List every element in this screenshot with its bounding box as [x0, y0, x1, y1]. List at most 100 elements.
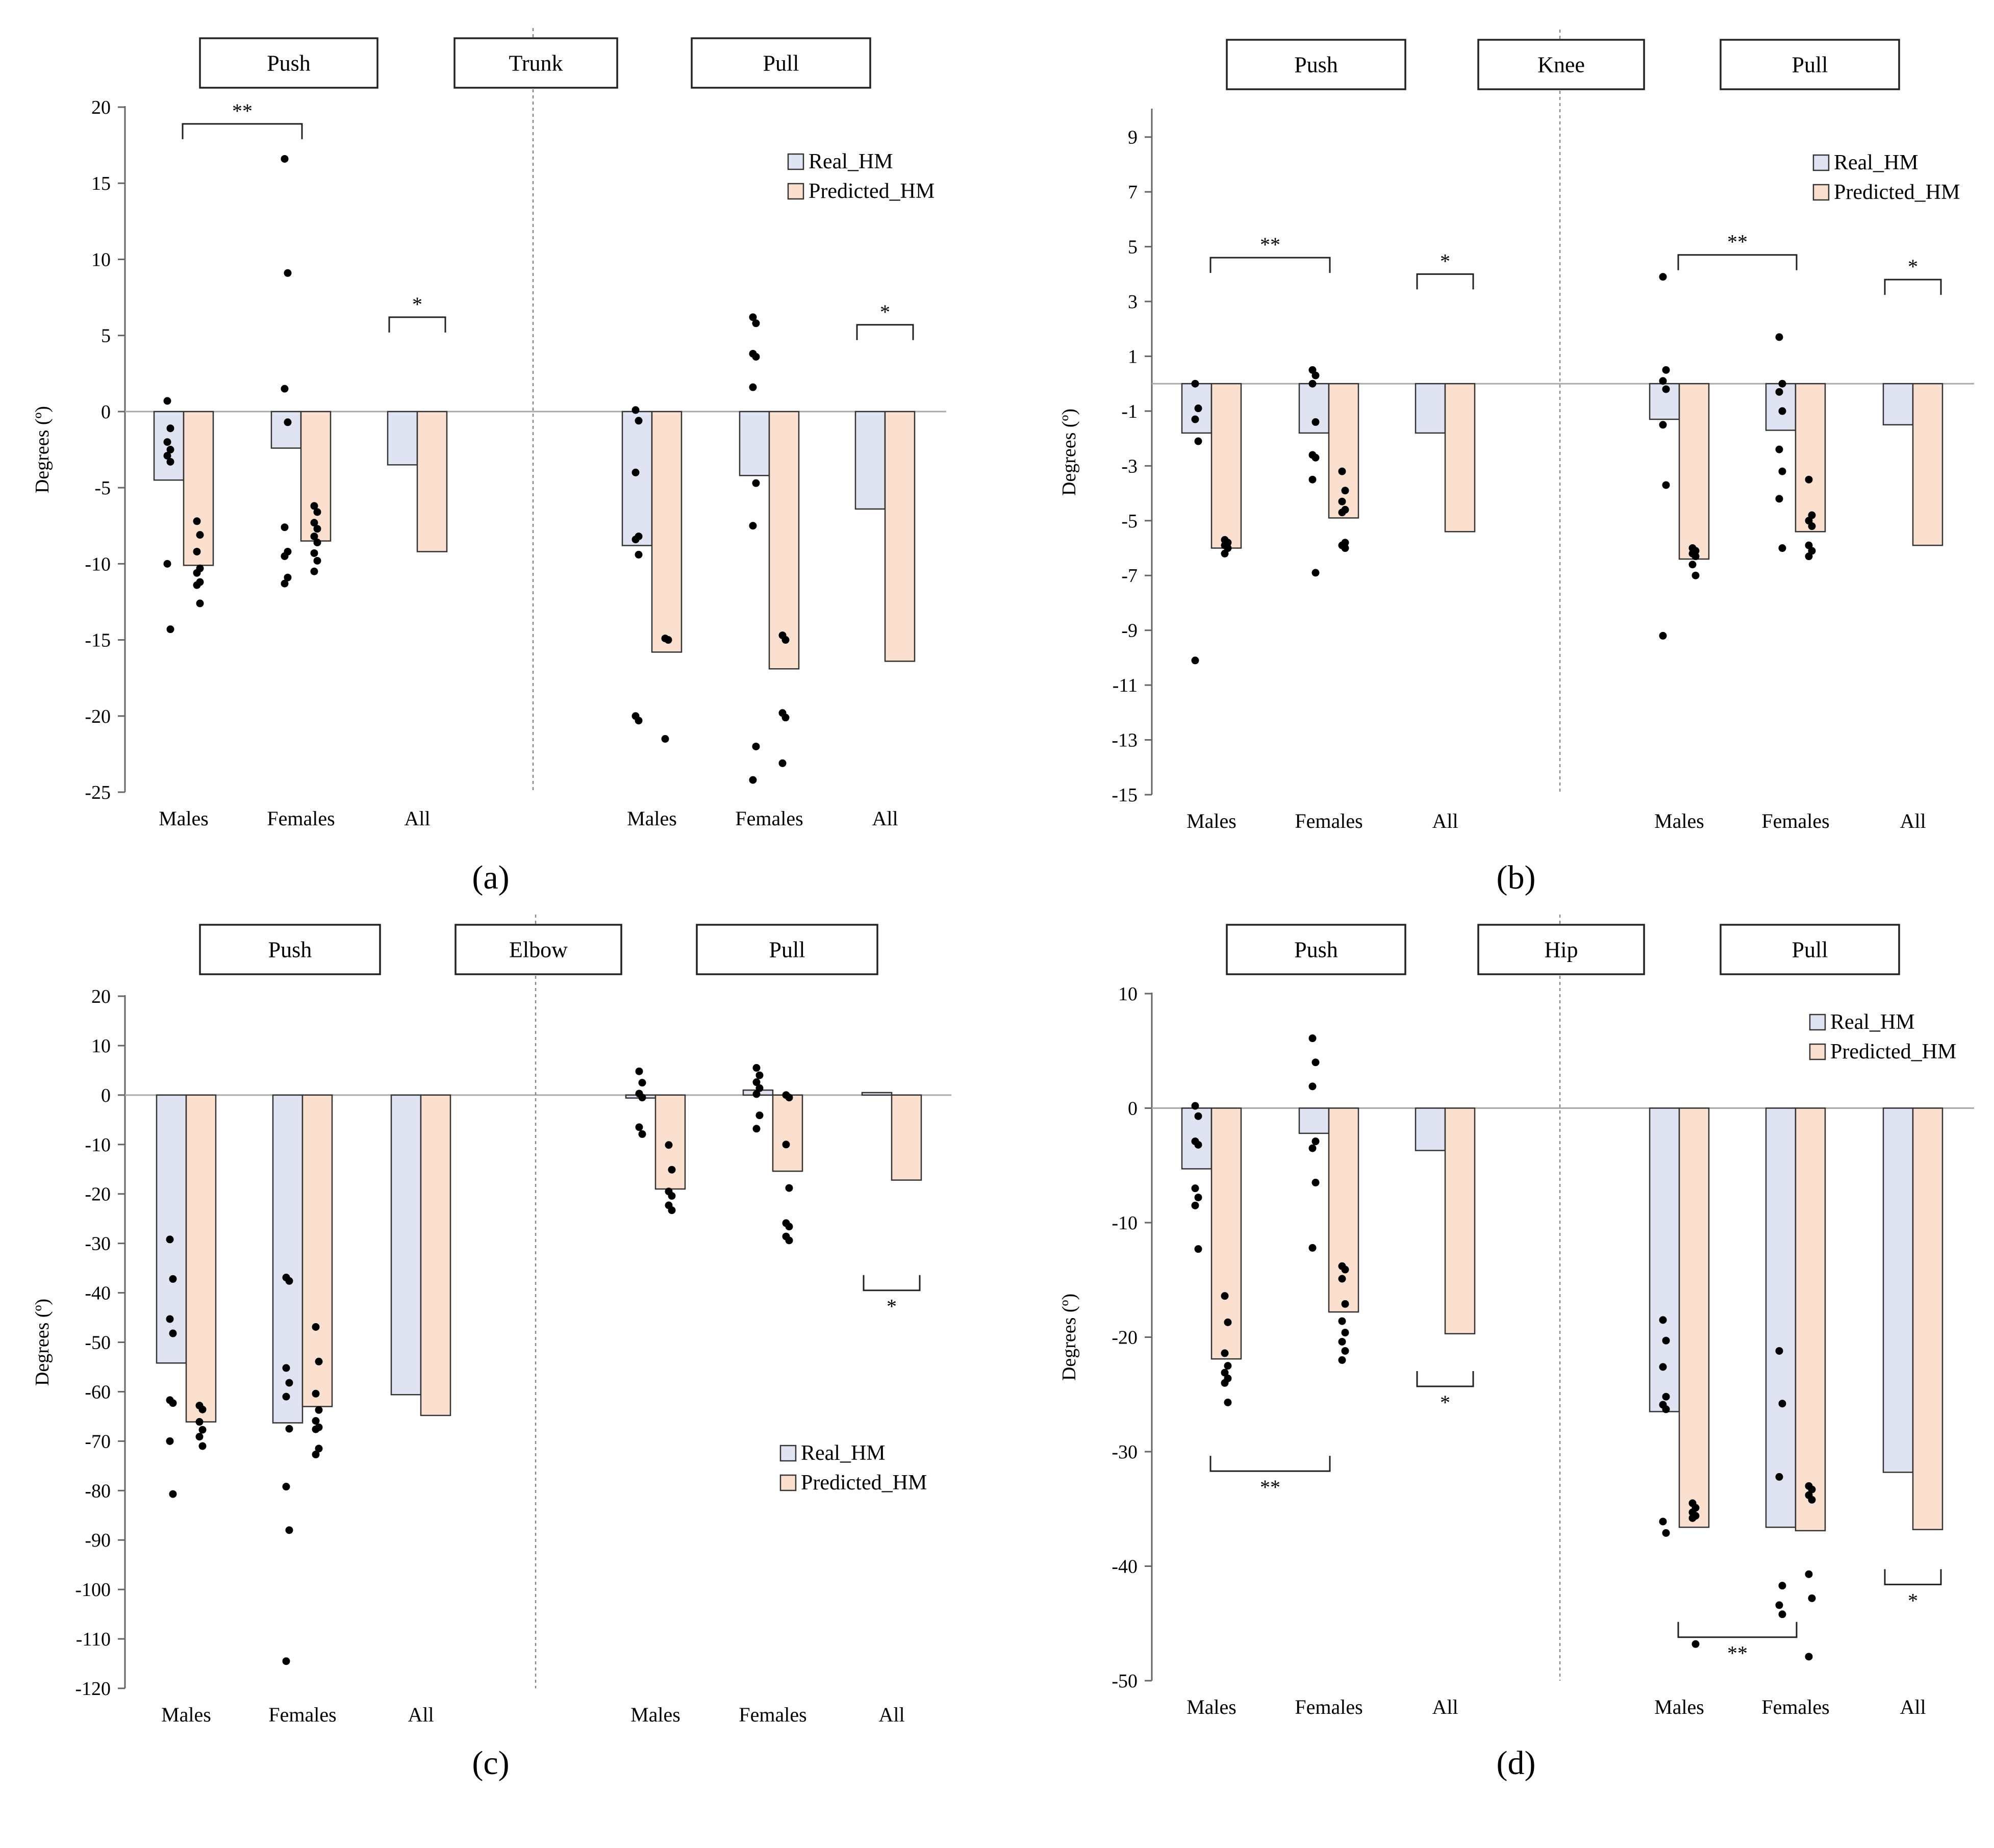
data-point — [1778, 379, 1786, 388]
data-point — [749, 313, 757, 321]
data-point — [1224, 1318, 1232, 1326]
bar-predicted-hm — [1678, 1107, 1710, 1528]
data-point — [1659, 1316, 1667, 1324]
data-point — [1805, 552, 1813, 561]
significance-bracket — [388, 316, 446, 333]
data-point — [285, 1526, 293, 1534]
data-point — [1662, 366, 1670, 374]
data-point — [315, 1357, 323, 1365]
significance-label: * — [1908, 1589, 1918, 1612]
x-tick-label: Females — [1295, 1695, 1362, 1718]
data-point — [166, 1315, 174, 1323]
data-point — [1338, 467, 1346, 475]
data-point — [1308, 1244, 1317, 1252]
data-point — [198, 1405, 207, 1413]
section-header-label: Pull — [1792, 53, 1828, 78]
data-point — [1338, 509, 1346, 517]
section-header-label: Knee — [1537, 53, 1585, 78]
bar-real-hm — [390, 1094, 422, 1396]
data-point — [1191, 415, 1199, 423]
section-header-box — [1226, 39, 1406, 90]
legend-swatch — [787, 153, 804, 170]
section-header-label: Push — [268, 938, 312, 963]
bar-predicted-hm — [301, 1094, 333, 1407]
legend-label: Real_HM — [1830, 1010, 1915, 1034]
data-point — [638, 1094, 646, 1102]
data-point — [661, 735, 669, 743]
section-header-box — [1477, 924, 1645, 975]
data-point — [313, 539, 321, 547]
chart-panel-1: 9 7 5 3 1 -1 -3 -5 -7 -9 -11 -13 -15 Degrees (º) Push K… — [1058, 30, 1974, 896]
significance-label: * — [880, 300, 890, 323]
y-tick-label: -3 — [1121, 455, 1138, 477]
data-point — [1311, 569, 1320, 577]
bar-real-hm — [1298, 1107, 1330, 1134]
data-point — [284, 573, 292, 581]
section-header-label: Trunk — [509, 51, 563, 76]
data-point — [1662, 1336, 1670, 1345]
significance-label: ** — [232, 99, 253, 122]
section-header-label: Push — [1294, 53, 1338, 78]
section-header-box — [696, 924, 878, 975]
x-tick-label: All — [404, 807, 430, 830]
data-point — [1688, 1514, 1697, 1522]
data-point — [310, 533, 318, 541]
section-header-box — [1226, 924, 1406, 975]
x-tick-label: Females — [1761, 809, 1829, 832]
data-point — [1778, 407, 1786, 415]
data-point — [281, 579, 289, 588]
bar-real-hm — [1882, 383, 1914, 426]
data-point — [166, 458, 174, 466]
y-tick-label: -7 — [1121, 565, 1138, 587]
y-tick-label: 10 — [91, 1035, 111, 1057]
data-point — [749, 383, 757, 391]
chart-panel-2: 20 10 0 -10 -20 -30 -40 -50 -60 -70 -80 -90 -100 -110… — [32, 915, 951, 1782]
x-tick-label: All — [878, 1703, 904, 1726]
bar-predicted-hm — [1444, 1107, 1476, 1335]
x-tick-label: Females — [1761, 1695, 1829, 1718]
significance-label: ** — [1727, 1642, 1748, 1665]
bar-predicted-hm — [1678, 383, 1710, 560]
x-tick-label: Females — [739, 1703, 806, 1726]
data-point — [163, 560, 171, 568]
data-point — [1191, 656, 1199, 665]
y-tick-label: -80 — [85, 1480, 111, 1502]
data-point — [1808, 1594, 1816, 1602]
data-point — [755, 1071, 764, 1079]
data-point — [315, 1445, 323, 1453]
data-point — [782, 1141, 790, 1149]
data-point — [1224, 1362, 1232, 1370]
section-header-label: Hip — [1545, 938, 1578, 963]
data-point — [310, 519, 318, 527]
legend-label: Real_HM — [809, 150, 893, 173]
y-tick-label: -60 — [85, 1381, 111, 1403]
x-tick-label: All — [408, 1703, 434, 1726]
data-point — [785, 1223, 793, 1231]
data-point — [1191, 1102, 1199, 1110]
section-header-box — [1477, 39, 1645, 90]
section-header-box — [455, 924, 622, 975]
significance-label: ** — [1260, 1476, 1280, 1499]
significance-label: * — [1440, 1391, 1450, 1414]
section-header-label: Elbow — [509, 938, 568, 963]
bar-predicted-hm — [1795, 383, 1826, 533]
section-header-box — [199, 37, 378, 89]
y-tick-label: -40 — [85, 1283, 111, 1304]
bar-real-hm — [739, 411, 770, 476]
y-tick-label: -40 — [1112, 1556, 1138, 1578]
data-point — [166, 424, 174, 433]
y-tick-label: 3 — [1128, 291, 1138, 313]
data-point — [1221, 1292, 1229, 1300]
legend-label: Real_HM — [801, 1441, 886, 1465]
significance-bracket — [1677, 1622, 1798, 1638]
y-tick-label: -20 — [85, 706, 111, 727]
y-axis-label: Degrees (º) — [1058, 409, 1080, 496]
y-tick-label: -13 — [1112, 730, 1138, 751]
data-point — [635, 1123, 643, 1131]
significance-label: * — [412, 293, 422, 316]
x-tick-label: All — [1900, 809, 1926, 832]
data-point — [281, 385, 289, 393]
data-point — [1338, 1356, 1346, 1364]
significance-bracket — [1677, 254, 1798, 270]
data-point — [1194, 1141, 1202, 1149]
